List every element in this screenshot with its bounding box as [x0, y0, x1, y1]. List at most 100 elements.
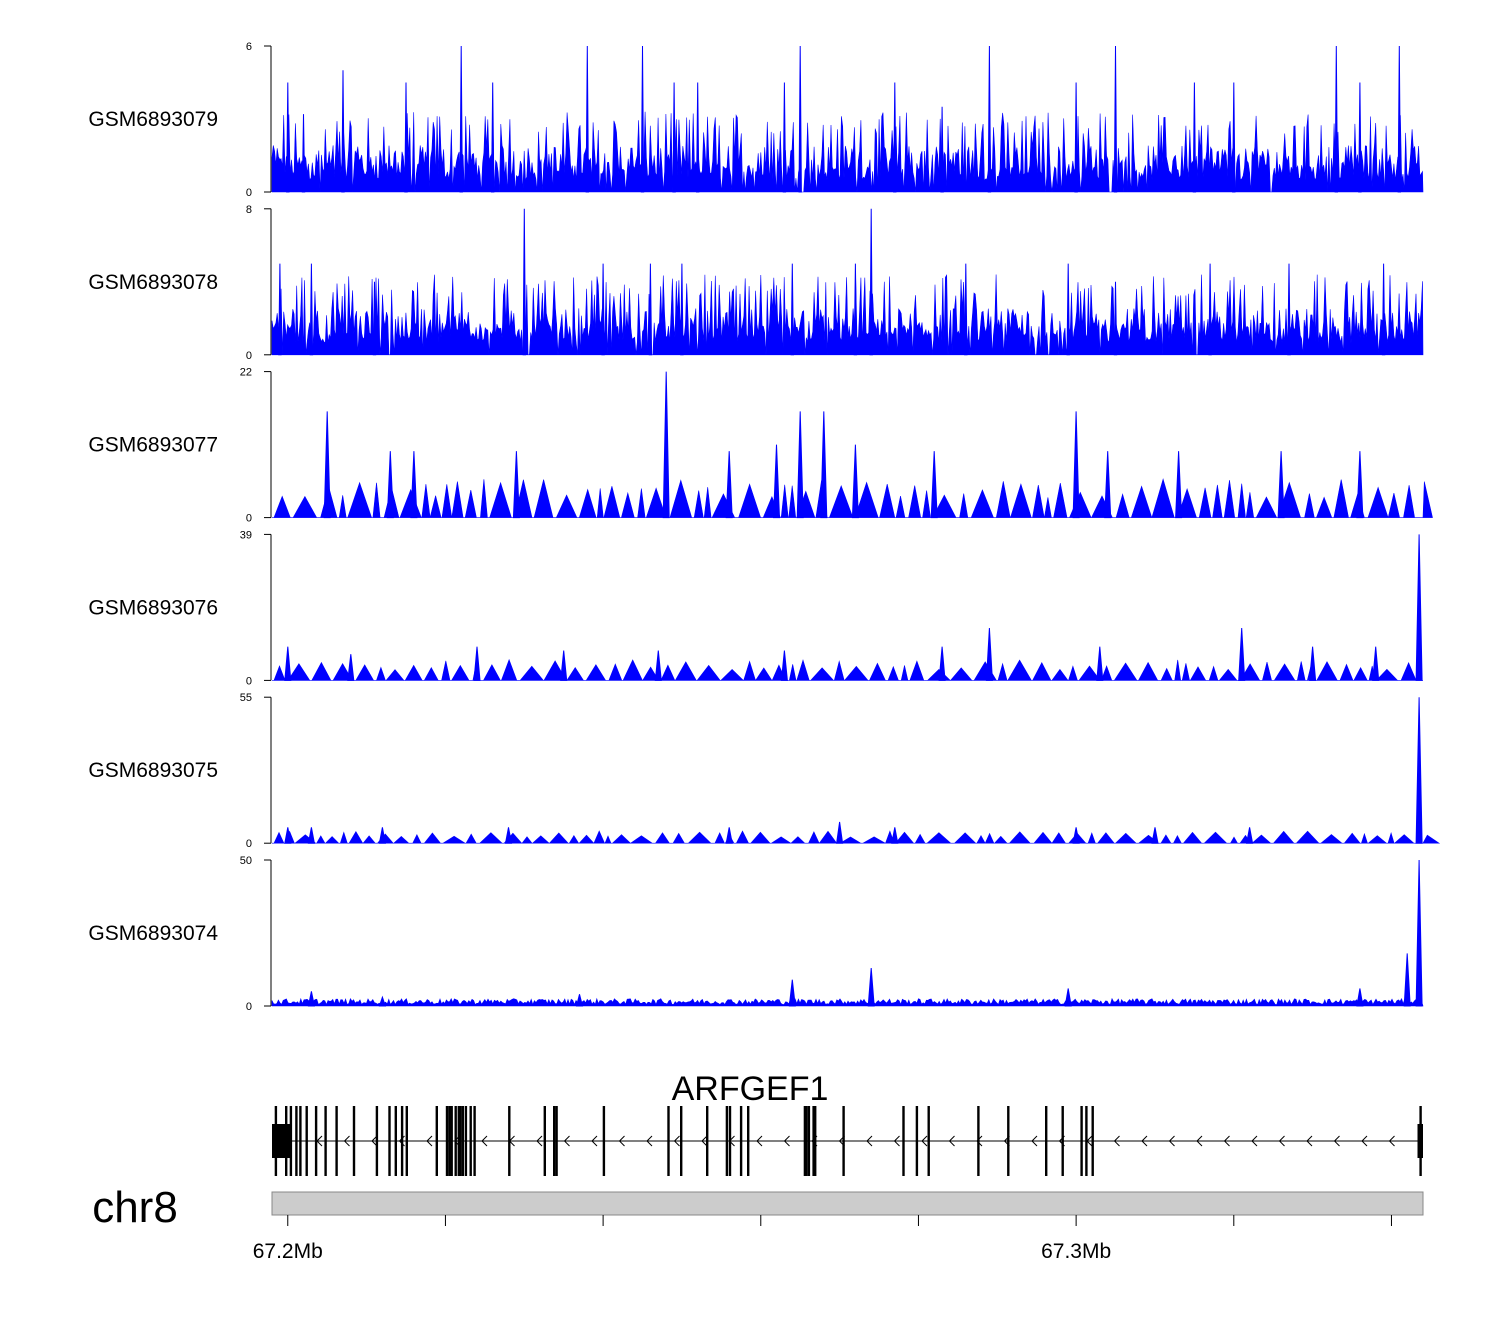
gene-exon: [508, 1106, 511, 1176]
strand-arrow: [866, 1135, 873, 1147]
gene-exon: [1080, 1106, 1083, 1176]
coverage-peak: [512, 451, 520, 519]
coverage-peak: [796, 411, 804, 519]
strand-arrow: [481, 1135, 488, 1147]
coverage-peak: [1151, 827, 1159, 844]
coverage-peak: [725, 451, 733, 519]
coverage-peak: [504, 827, 513, 844]
coverage-peak: [301, 114, 306, 193]
gene-exon: [842, 1106, 845, 1176]
coverage-area: [271, 111, 1424, 193]
y-axis-max-label: 8: [246, 204, 252, 216]
gene-exon: [405, 1106, 408, 1176]
gene-exon: [977, 1106, 980, 1176]
coverage-peak: [867, 967, 875, 1007]
gene-exon: [602, 1106, 606, 1176]
coverage-peak: [284, 827, 292, 844]
coverage-peak: [964, 263, 968, 356]
coverage-peak: [648, 263, 653, 356]
strand-arrow: [976, 1135, 983, 1147]
gene-exon: [314, 1106, 318, 1176]
coverage-peak: [575, 994, 584, 1007]
y-axis-min-label: 0: [246, 675, 252, 687]
gene-exon: [812, 1106, 815, 1176]
coverage-peak: [940, 106, 944, 193]
coverage-peak: [585, 45, 590, 193]
y-axis-max-label: 39: [240, 529, 252, 541]
coverage-area: [272, 658, 1423, 681]
gene-exon: [450, 1106, 453, 1176]
gene-exon: [803, 1106, 807, 1176]
y-axis-min-label: 0: [246, 187, 252, 199]
coverage-area: [271, 997, 1424, 1007]
strand-arrow: [536, 1135, 543, 1147]
track-label: GSM6893076: [88, 596, 218, 619]
coverage-peak: [1397, 45, 1402, 193]
coverage-peak: [323, 411, 331, 519]
strand-arrow: [1388, 1135, 1395, 1147]
coverage-peak: [459, 45, 463, 193]
axis-tick-label: 67.2Mb: [253, 1240, 323, 1263]
coverage-peak: [788, 979, 796, 1007]
strand-arrow: [426, 1135, 433, 1147]
gene-exon: [394, 1106, 397, 1176]
coverage-peak: [1309, 646, 1317, 681]
gene-exon: [445, 1106, 449, 1176]
coverage-peak: [284, 646, 292, 681]
coverage-peak: [1415, 697, 1423, 844]
coverage-peak: [1104, 451, 1112, 519]
gene-exon: [555, 1106, 558, 1176]
gene-exon: [1061, 1106, 1064, 1176]
coverage-peak: [286, 82, 290, 193]
strand-arrow: [1031, 1135, 1038, 1147]
coverage-peak: [869, 208, 873, 356]
strand-arrow: [1306, 1135, 1313, 1147]
gene-exon: [725, 1106, 729, 1176]
strand-arrow: [1251, 1135, 1258, 1147]
gene-exon: [1085, 1106, 1088, 1176]
coverage-peak: [780, 650, 788, 681]
gene-exon: [902, 1106, 905, 1176]
coverage-peak: [853, 263, 858, 356]
gene-exon: [295, 1106, 298, 1176]
gene-exon: [543, 1106, 546, 1176]
coverage-peak: [1245, 827, 1254, 844]
gene-exon: [461, 1106, 464, 1176]
gene-exon: [915, 1106, 919, 1176]
strand-arrow: [371, 1135, 378, 1147]
gene-exon: [400, 1106, 404, 1176]
strand-arrow: [1113, 1135, 1120, 1147]
gene-exon: [814, 1106, 817, 1176]
y-axis-max-label: 55: [240, 692, 252, 704]
gene-exon: [324, 1106, 327, 1176]
coverage-peak: [473, 646, 481, 681]
gene-exon: [464, 1106, 468, 1176]
coverage-peak: [930, 451, 938, 519]
strand-arrow: [618, 1135, 625, 1147]
coverage-peak: [790, 263, 795, 356]
strand-arrow: [673, 1135, 680, 1147]
coverage-peak: [1064, 988, 1072, 1007]
track-GSM6893076: GSM6893076 39 0: [88, 529, 1423, 687]
coverage-peak: [851, 444, 859, 519]
coverage-peak: [891, 827, 899, 844]
gene-utr-block: [272, 1124, 292, 1158]
gene-exon: [807, 1106, 811, 1176]
coverage-area: [272, 830, 1441, 844]
coverage-peak: [820, 411, 828, 519]
y-axis-min-label: 0: [246, 513, 252, 525]
gene-exon: [469, 1106, 472, 1176]
gene-exon: [335, 1106, 338, 1176]
strand-arrow: [1333, 1135, 1340, 1147]
chromosome-label: chr8: [92, 1183, 178, 1232]
coverage-peak: [1356, 988, 1364, 1007]
coverage-peak: [1277, 451, 1285, 519]
coverage-peak: [1415, 534, 1423, 681]
coverage-peak: [672, 82, 676, 193]
coverage-peak: [601, 263, 605, 356]
genome-axis: chr8 67.2Mb 67.3Mb: [92, 1183, 1424, 1263]
strand-arrow: [1278, 1135, 1285, 1147]
strand-arrow: [343, 1135, 350, 1147]
